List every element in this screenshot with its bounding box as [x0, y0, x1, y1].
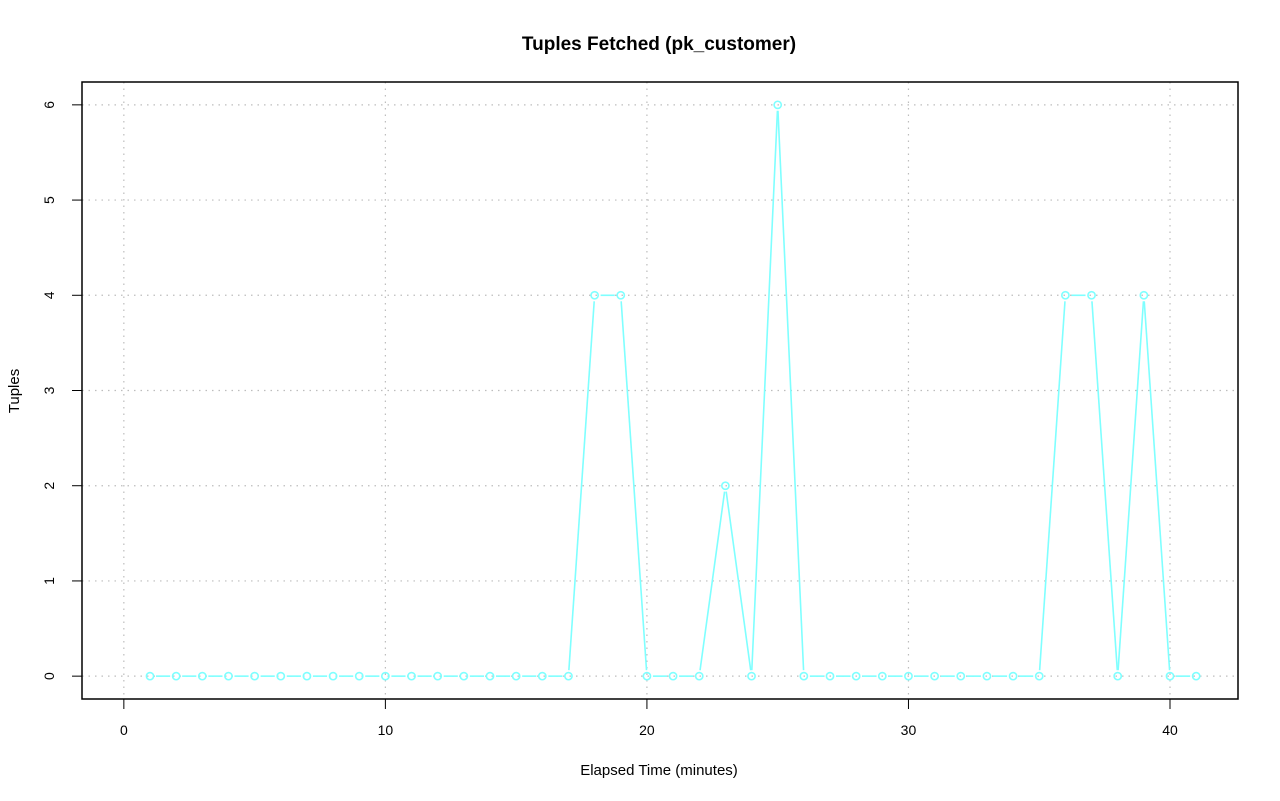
data-point	[328, 671, 338, 681]
series-line-segment	[699, 491, 726, 671]
x-tick-label: 40	[1162, 722, 1178, 738]
x-tick-label: 30	[901, 722, 917, 738]
y-axis-label: Tuples	[6, 369, 23, 413]
data-point	[982, 671, 992, 681]
series-line-segment	[1038, 301, 1066, 671]
data-point	[197, 671, 207, 681]
y-tick-label: 3	[41, 386, 57, 394]
x-tick-label: 10	[378, 722, 394, 738]
data-point	[1139, 290, 1149, 300]
data-point	[564, 671, 573, 681]
data-point	[433, 671, 443, 681]
data-point	[354, 671, 364, 681]
chart-title: Tuples Fetched (pk_customer)	[522, 34, 796, 55]
y-tick-label: 1	[41, 577, 57, 585]
series-line-segment	[751, 110, 779, 671]
data-point	[799, 671, 809, 681]
x-tick-label: 20	[639, 722, 655, 738]
data-point	[773, 100, 783, 110]
series-line-segment	[1117, 301, 1145, 671]
x-axis: 0 10 20 30 40	[120, 698, 1178, 738]
grid-lines	[82, 82, 1238, 699]
y-axis: 0 1 2 3 4 5 6	[41, 101, 83, 680]
data-point	[302, 671, 312, 681]
data-point	[904, 671, 913, 681]
series-line-segment	[620, 301, 648, 671]
data-point	[407, 671, 416, 681]
data-point	[1060, 290, 1070, 300]
data-point	[1034, 671, 1044, 681]
data-point	[642, 671, 652, 681]
data-point	[616, 290, 626, 300]
data-point	[877, 671, 887, 681]
data-point	[668, 671, 678, 681]
data-point	[956, 671, 966, 681]
y-tick-label: 4	[41, 291, 57, 299]
series-line-segment	[568, 301, 596, 671]
data-point	[1087, 290, 1096, 300]
series-line-segment	[1091, 301, 1119, 671]
data-point	[511, 671, 521, 681]
y-tick-label: 6	[41, 101, 57, 109]
data-point	[825, 671, 835, 681]
series-tuples	[145, 100, 1201, 681]
data-point	[720, 481, 730, 491]
data-point	[1191, 671, 1201, 681]
data-point	[851, 671, 861, 681]
data-point	[171, 671, 181, 681]
y-tick-label: 2	[41, 482, 57, 490]
series-line-segment	[725, 491, 752, 671]
data-point	[485, 671, 495, 681]
data-point	[1113, 671, 1123, 681]
data-point	[380, 671, 390, 681]
data-point	[1165, 671, 1175, 681]
data-point	[590, 290, 600, 300]
series-line-segment	[777, 110, 805, 671]
data-point	[224, 671, 233, 681]
data-point	[1008, 671, 1018, 681]
data-point	[537, 671, 547, 681]
data-point	[747, 671, 756, 681]
y-tick-label: 0	[41, 672, 57, 680]
data-point	[459, 671, 469, 681]
data-point	[694, 671, 704, 681]
data-point	[250, 671, 260, 681]
data-point	[145, 671, 155, 681]
y-tick-label: 5	[41, 196, 57, 204]
x-axis-label: Elapsed Time (minutes)	[580, 762, 738, 779]
series-line-segment	[1143, 301, 1171, 671]
x-tick-label: 0	[120, 722, 128, 738]
data-point	[276, 671, 286, 681]
data-point	[930, 671, 940, 681]
